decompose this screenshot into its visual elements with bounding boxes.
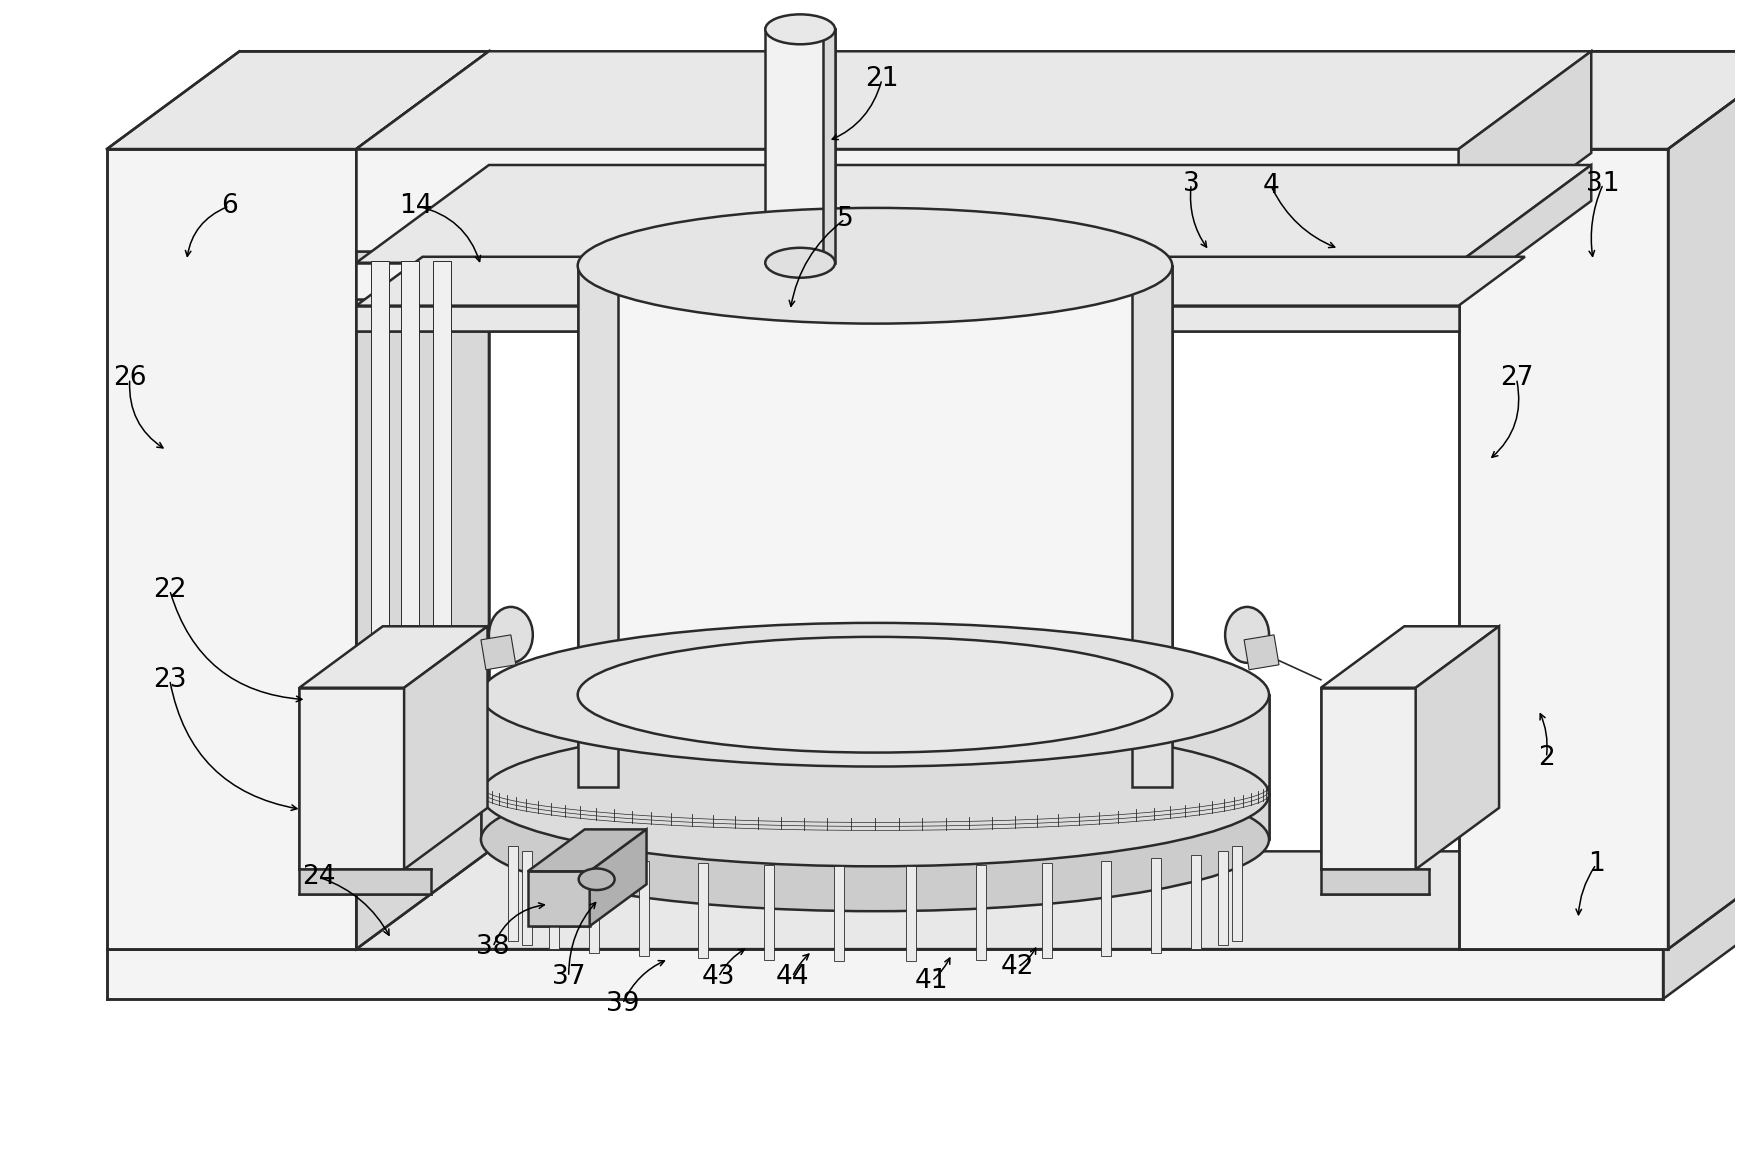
Text: 5: 5 [837,206,853,232]
Text: 26: 26 [113,366,146,392]
Polygon shape [299,869,431,895]
Text: 43: 43 [702,964,735,990]
Text: 21: 21 [865,66,898,92]
Text: 6: 6 [221,193,238,219]
Text: 24: 24 [302,865,335,890]
Text: 22: 22 [153,576,186,603]
Text: 44: 44 [775,964,809,990]
Ellipse shape [481,623,1270,767]
Polygon shape [1042,864,1051,958]
Polygon shape [401,261,419,700]
Polygon shape [1459,165,1591,299]
Polygon shape [1662,851,1737,998]
Polygon shape [108,149,356,949]
Text: 42: 42 [1001,954,1035,980]
Polygon shape [639,861,650,956]
Ellipse shape [488,606,533,663]
Polygon shape [1668,51,1737,949]
Polygon shape [433,261,452,700]
Polygon shape [356,51,1591,149]
Polygon shape [1416,626,1499,869]
Polygon shape [834,866,844,960]
Text: 38: 38 [476,934,509,960]
Polygon shape [108,51,488,149]
Ellipse shape [1225,606,1270,663]
Text: 3: 3 [1183,171,1200,197]
Polygon shape [698,864,709,958]
Polygon shape [1320,687,1416,869]
Polygon shape [528,872,589,926]
Polygon shape [356,51,488,949]
Polygon shape [1192,854,1200,949]
Polygon shape [507,846,518,941]
Polygon shape [1320,869,1428,895]
Text: 1: 1 [1588,851,1605,877]
Text: 41: 41 [915,969,948,994]
Polygon shape [481,794,1270,839]
Ellipse shape [578,208,1172,324]
Polygon shape [299,687,405,869]
Polygon shape [1172,695,1270,794]
Ellipse shape [481,768,1270,911]
Ellipse shape [578,730,1172,845]
Polygon shape [108,949,1662,998]
Polygon shape [1133,265,1172,787]
Text: 14: 14 [400,193,433,219]
Polygon shape [481,635,516,670]
Ellipse shape [481,723,1270,866]
Text: 23: 23 [153,666,186,693]
Polygon shape [356,257,1525,306]
Polygon shape [356,306,1459,331]
Polygon shape [578,265,1172,787]
Ellipse shape [766,248,835,278]
Polygon shape [1320,626,1499,687]
Polygon shape [1232,846,1242,941]
Polygon shape [1244,635,1278,670]
Polygon shape [356,165,1591,263]
Polygon shape [589,829,646,926]
Polygon shape [1218,851,1228,945]
Text: 39: 39 [606,990,639,1017]
Text: 31: 31 [1586,171,1621,197]
Polygon shape [356,263,1459,299]
Polygon shape [976,865,985,959]
Ellipse shape [578,636,1172,753]
Polygon shape [589,858,599,952]
Text: 27: 27 [1499,366,1534,392]
Text: 4: 4 [1263,173,1280,199]
Ellipse shape [578,868,615,890]
Polygon shape [405,626,488,869]
Polygon shape [521,851,532,945]
Polygon shape [766,29,835,263]
Polygon shape [764,865,775,959]
Polygon shape [528,829,646,872]
Polygon shape [1459,51,1737,149]
Polygon shape [481,695,578,794]
Polygon shape [1459,149,1668,949]
Ellipse shape [766,14,835,44]
Text: 37: 37 [552,964,585,990]
Polygon shape [299,626,488,687]
Polygon shape [1101,861,1112,956]
Polygon shape [823,29,835,263]
Polygon shape [578,265,618,787]
Ellipse shape [481,723,1270,866]
Polygon shape [1152,858,1162,952]
Polygon shape [549,854,559,949]
Polygon shape [372,261,389,700]
Polygon shape [905,866,915,960]
Polygon shape [108,851,1737,949]
Polygon shape [1459,51,1591,251]
Polygon shape [356,149,1459,251]
Text: 2: 2 [1537,745,1555,770]
